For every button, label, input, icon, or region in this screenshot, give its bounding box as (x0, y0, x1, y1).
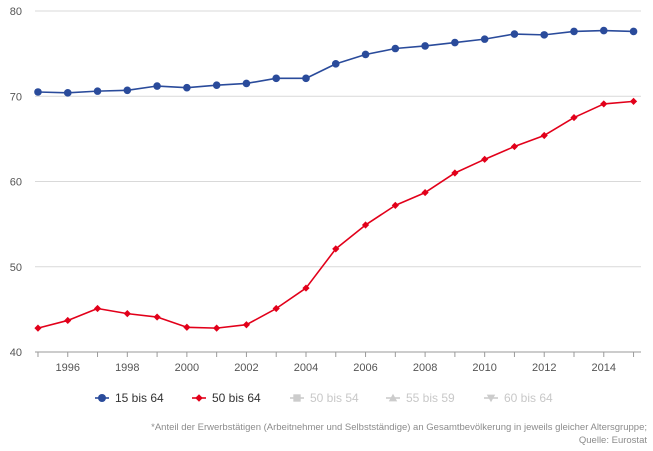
y-tick-label-80: 80 (10, 6, 22, 18)
legend-marker-55-bis-59 (388, 393, 398, 402)
data-point-50-bis-64-2003 (272, 304, 280, 313)
data-point-15-bis-64-1999 (153, 82, 161, 90)
data-point-15-bis-64-1996 (63, 89, 72, 97)
data-point-50-bis-64-1998 (123, 310, 131, 318)
x-tick-label-2012: 2012 (532, 362, 556, 374)
data-point-50-bis-64-2005 (332, 245, 340, 253)
legend: 15 bis 64 50 bis 64 50 bis 54 55 bis 59 60 b… (95, 391, 553, 405)
series-layer (34, 26, 638, 332)
x-tick-label-2006: 2006 (353, 362, 377, 374)
legend-marker-60-bis-64 (486, 394, 496, 403)
legend-marker-15-bis-64 (98, 394, 106, 402)
data-point-15-bis-64-2002 (242, 79, 251, 88)
x-tick-label-2002: 2002 (234, 362, 258, 374)
legend-item-60-bis-64: 60 bis 64 (484, 391, 553, 405)
data-point-15-bis-64-1995 (34, 88, 42, 96)
x-tick-label-2014: 2014 (592, 362, 616, 374)
x-tick-label-1998: 1998 (115, 362, 139, 374)
y-tick-label-70: 70 (10, 91, 22, 103)
data-point-50-bis-64-2007 (391, 201, 399, 209)
data-point-50-bis-64-2002 (242, 321, 251, 329)
data-point-15-bis-64-2001 (212, 81, 221, 89)
data-point-15-bis-64-1997 (93, 87, 102, 95)
data-point-15-bis-64-2007 (391, 44, 400, 53)
data-point-15-bis-64-2006 (361, 50, 370, 59)
data-point-50-bis-64-2006 (361, 221, 370, 229)
data-point-15-bis-64-2012 (540, 31, 549, 39)
data-point-15-bis-64-2003 (272, 74, 281, 83)
data-point-50-bis-64-2012 (540, 131, 548, 140)
legend-label-50-bis-64: 50 bis 64 (212, 391, 261, 405)
data-point-50-bis-64-1995 (34, 324, 42, 332)
data-point-15-bis-64-2014 (599, 26, 608, 35)
legend-label-60-bis-64: 60 bis 64 (504, 391, 553, 405)
data-point-50-bis-64-1997 (93, 304, 102, 313)
data-point-15-bis-64-2010 (480, 35, 489, 43)
legend-marker-50-bis-64 (195, 394, 203, 402)
data-point-50-bis-64-2008 (421, 188, 429, 197)
data-point-15-bis-64-2004 (302, 74, 310, 83)
x-tick-label-2010: 2010 (472, 362, 496, 374)
data-point-50-bis-64-2013 (570, 113, 578, 122)
data-point-15-bis-64-2015 (629, 27, 638, 36)
y-tick-label-60: 60 (10, 177, 22, 189)
data-point-50-bis-64-2015 (629, 97, 638, 105)
data-point-50-bis-64-1999 (153, 313, 161, 321)
x-axis: 1996 1998 2000 2002 2004 2006 2008 2010 2012 2014 (35, 351, 641, 374)
data-point-50-bis-64-2011 (510, 142, 519, 151)
grid (35, 10, 641, 268)
x-tick-label-2004: 2004 (294, 362, 318, 374)
data-point-15-bis-64-2000 (183, 83, 191, 92)
data-point-15-bis-64-2005 (331, 60, 340, 68)
legend-label-55-bis-59: 55 bis 59 (406, 391, 455, 405)
y-tick-label-50: 50 (10, 262, 22, 274)
data-point-15-bis-64-2011 (510, 30, 519, 38)
legend-marker-50-bis-54 (293, 394, 301, 402)
y-axis: 40 50 60 70 80 (10, 6, 22, 359)
y-tick-label-40: 40 (10, 347, 22, 359)
data-point-50-bis-64-1996 (64, 316, 72, 325)
data-point-15-bis-64-1998 (123, 86, 132, 95)
legend-item-50-bis-54: 50 bis 54 (290, 391, 359, 405)
x-tick-label-1996: 1996 (56, 362, 80, 374)
data-point-15-bis-64-2009 (451, 38, 459, 47)
legend-label-50-bis-54: 50 bis 54 (310, 391, 359, 405)
legend-item-15-bis-64: 15 bis 64 (95, 391, 164, 405)
data-point-50-bis-64-2000 (183, 323, 191, 331)
legend-label-15-bis-64: 15 bis 64 (115, 391, 164, 405)
data-point-50-bis-64-2009 (451, 169, 459, 177)
legend-item-55-bis-59: 55 bis 59 (386, 391, 455, 405)
data-point-50-bis-64-2014 (600, 100, 608, 108)
x-tick-label-2000: 2000 (175, 362, 199, 374)
data-point-15-bis-64-2008 (421, 42, 429, 50)
data-point-50-bis-64-2004 (302, 284, 310, 292)
data-point-50-bis-64-2010 (481, 155, 489, 163)
x-tick-label-2008: 2008 (413, 362, 437, 374)
footnote-line1: *Anteil der Erwerbstätigen (Arbeitnehmer… (151, 422, 647, 433)
data-point-50-bis-64-2001 (213, 324, 221, 332)
footnote-source: Quelle: Eurostat (578, 435, 647, 446)
data-point-15-bis-64-2013 (570, 27, 578, 36)
legend-item-50-bis-64: 50 bis 64 (192, 391, 261, 405)
